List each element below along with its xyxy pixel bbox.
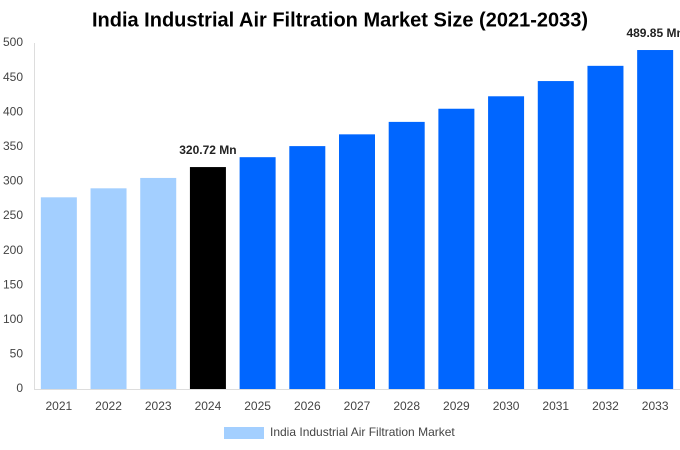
y-tick-label: 450 [3,70,23,84]
data-label: 320.72 Mn [179,143,236,157]
bar [239,157,276,389]
x-tick-label: 2028 [393,399,420,413]
x-tick-label: 2022 [95,399,122,413]
y-tick-label: 300 [3,174,23,188]
bar [488,96,525,389]
bar [289,146,326,389]
y-tick-label: 100 [3,312,23,326]
x-tick-label: 2029 [443,399,470,413]
bar [637,50,674,389]
x-tick-label: 2033 [642,399,669,413]
y-tick-label: 150 [3,277,23,291]
y-tick-label: 500 [3,35,23,49]
bar [339,134,375,389]
x-tick-label: 2031 [542,399,569,413]
x-tick-label: 2023 [145,399,172,413]
x-tick-label: 2026 [294,399,321,413]
x-tick-label: 2027 [344,399,371,413]
legend-swatch [224,427,264,439]
bar [438,108,475,390]
data-label: 489.85 Mn [626,26,680,40]
x-tick-label: 2021 [45,399,72,413]
x-tick-label: 2025 [244,399,271,413]
x-tick-label: 2030 [493,399,520,413]
chart-title: India Industrial Air Filtration Market S… [92,9,588,31]
y-tick-label: 250 [3,208,23,222]
y-tick-label: 0 [16,381,23,395]
y-tick-label: 50 [10,347,24,361]
x-tick-label: 2032 [592,399,619,413]
bar [40,197,77,389]
bar [189,167,226,389]
bar [90,188,127,389]
y-tick-label: 400 [3,104,23,118]
legend-label: India Industrial Air Filtration Market [270,425,455,439]
x-tick-label: 2024 [195,399,222,413]
bar [537,81,574,389]
bar [140,177,177,389]
bar [388,121,425,389]
y-tick-label: 350 [3,139,23,153]
bar [587,65,624,389]
y-tick-label: 200 [3,243,23,257]
